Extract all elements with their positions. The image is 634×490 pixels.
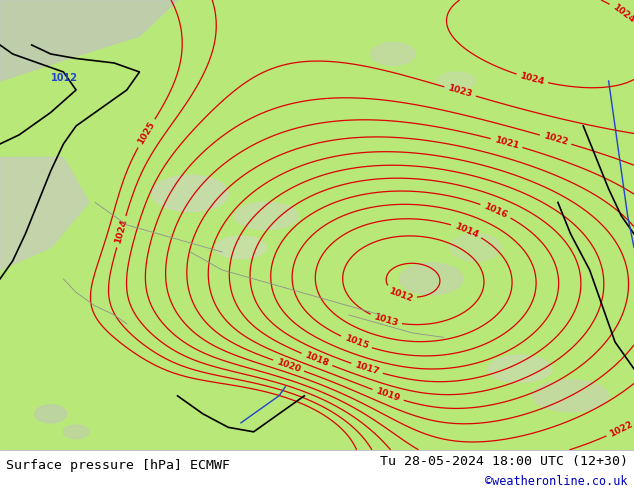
Text: 1024: 1024 bbox=[611, 2, 634, 24]
Text: 1022: 1022 bbox=[542, 132, 569, 147]
Ellipse shape bbox=[63, 425, 89, 439]
Text: ©weatheronline.co.uk: ©weatheronline.co.uk bbox=[485, 475, 628, 488]
Ellipse shape bbox=[235, 202, 298, 229]
Text: Tu 28-05-2024 18:00 UTC (12+30): Tu 28-05-2024 18:00 UTC (12+30) bbox=[380, 455, 628, 467]
Text: 1012: 1012 bbox=[51, 73, 78, 83]
Ellipse shape bbox=[371, 43, 415, 65]
Ellipse shape bbox=[488, 355, 552, 382]
Text: 1018: 1018 bbox=[304, 351, 330, 368]
Ellipse shape bbox=[152, 175, 228, 211]
Ellipse shape bbox=[35, 405, 67, 423]
Text: 1023: 1023 bbox=[447, 84, 474, 99]
Text: 1014: 1014 bbox=[453, 221, 480, 240]
Ellipse shape bbox=[533, 380, 609, 412]
Text: 1024: 1024 bbox=[519, 71, 545, 87]
Text: 1019: 1019 bbox=[375, 387, 401, 403]
Text: 1022: 1022 bbox=[608, 419, 634, 439]
Text: 1025: 1025 bbox=[136, 121, 157, 147]
Polygon shape bbox=[0, 0, 178, 81]
Text: 1017: 1017 bbox=[354, 361, 380, 377]
Ellipse shape bbox=[399, 263, 463, 294]
Text: 1024: 1024 bbox=[113, 219, 129, 245]
Text: 1016: 1016 bbox=[482, 201, 509, 220]
Text: 1015: 1015 bbox=[343, 334, 370, 351]
Ellipse shape bbox=[216, 236, 266, 259]
Ellipse shape bbox=[437, 72, 476, 90]
Ellipse shape bbox=[450, 234, 501, 261]
Text: 1013: 1013 bbox=[373, 312, 399, 328]
Polygon shape bbox=[0, 157, 89, 270]
Text: 1021: 1021 bbox=[493, 135, 520, 150]
Text: Surface pressure [hPa] ECMWF: Surface pressure [hPa] ECMWF bbox=[6, 459, 230, 471]
Text: 1012: 1012 bbox=[387, 287, 414, 304]
Text: 1020: 1020 bbox=[275, 357, 302, 374]
